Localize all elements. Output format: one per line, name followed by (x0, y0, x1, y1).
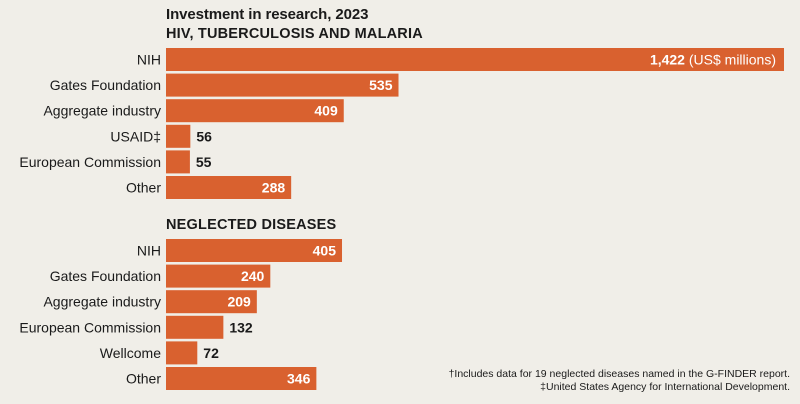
category-label-hiv-nih: NIH (137, 52, 161, 68)
value-label-neglected-wellcome: 72 (203, 345, 219, 361)
bar-hiv-usaid (166, 124, 191, 148)
category-label-neglected-nih: NIH (137, 243, 161, 259)
footnotes: †Includes data for 19 neglected diseases… (449, 368, 790, 394)
bar-hiv-aggregate-industry (166, 99, 344, 123)
value-label-neglected-gates-foundation: 240 (241, 268, 265, 284)
footnote-usaid: ‡United States Agency for International … (540, 381, 790, 393)
value-label-neglected-european-commission: 132 (229, 319, 253, 335)
value-label-neglected-nih: 405 (313, 243, 337, 259)
footnote-neglected-diseases: †Includes data for 19 neglected diseases… (448, 368, 790, 380)
value-label-hiv-other: 288 (262, 180, 286, 196)
category-label-hiv-usaid: USAID‡ (110, 128, 161, 144)
bar-hiv-european-commission (166, 150, 190, 174)
category-label-hiv-aggregate-industry: Aggregate industry (43, 103, 161, 119)
bar-neglected-nih (166, 239, 343, 262)
bar-neglected-aggregate-industry (166, 290, 257, 314)
value-label-hiv-aggregate-industry: 409 (314, 103, 338, 119)
bar-neglected-european-commission (166, 315, 224, 339)
category-label-neglected-gates-foundation: Gates Foundation (50, 268, 161, 284)
category-label-neglected-wellcome: Wellcome (100, 345, 161, 361)
category-label-hiv-european-commission: European Commission (19, 154, 161, 170)
category-label-hiv-other: Other (126, 180, 161, 196)
bar-neglected-other (166, 367, 317, 390)
value-label-hiv-usaid: 56 (196, 128, 212, 144)
value-label-hiv-gates-foundation: 535 (369, 77, 393, 93)
category-label-neglected-other: Other (126, 371, 161, 387)
section-title-neglected-diseases: NEGLECTED DISEASES (166, 217, 337, 233)
value-label-neglected-other: 346 (287, 371, 311, 387)
category-label-hiv-gates-foundation: Gates Foundation (50, 77, 161, 93)
bar-hiv-gates-foundation (166, 73, 399, 97)
section-title-hiv-tb-malaria: HIV, TUBERCULOSIS AND MALARIA (166, 26, 423, 42)
bar-hiv-other (166, 176, 292, 199)
bar-neglected-wellcome (166, 341, 198, 365)
bar-neglected-gates-foundation (166, 264, 271, 288)
category-label-neglected-aggregate-industry: Aggregate industry (43, 294, 161, 310)
category-label-neglected-european-commission: European Commission (19, 319, 161, 335)
chart-title: Investment in research, 2023 (166, 6, 369, 23)
value-label-hiv-nih: 1,422 (US$ millions) (650, 52, 776, 68)
value-label-hiv-european-commission: 55 (196, 154, 212, 170)
bar-hiv-nih (166, 48, 784, 71)
value-label-neglected-aggregate-industry: 209 (227, 294, 251, 310)
